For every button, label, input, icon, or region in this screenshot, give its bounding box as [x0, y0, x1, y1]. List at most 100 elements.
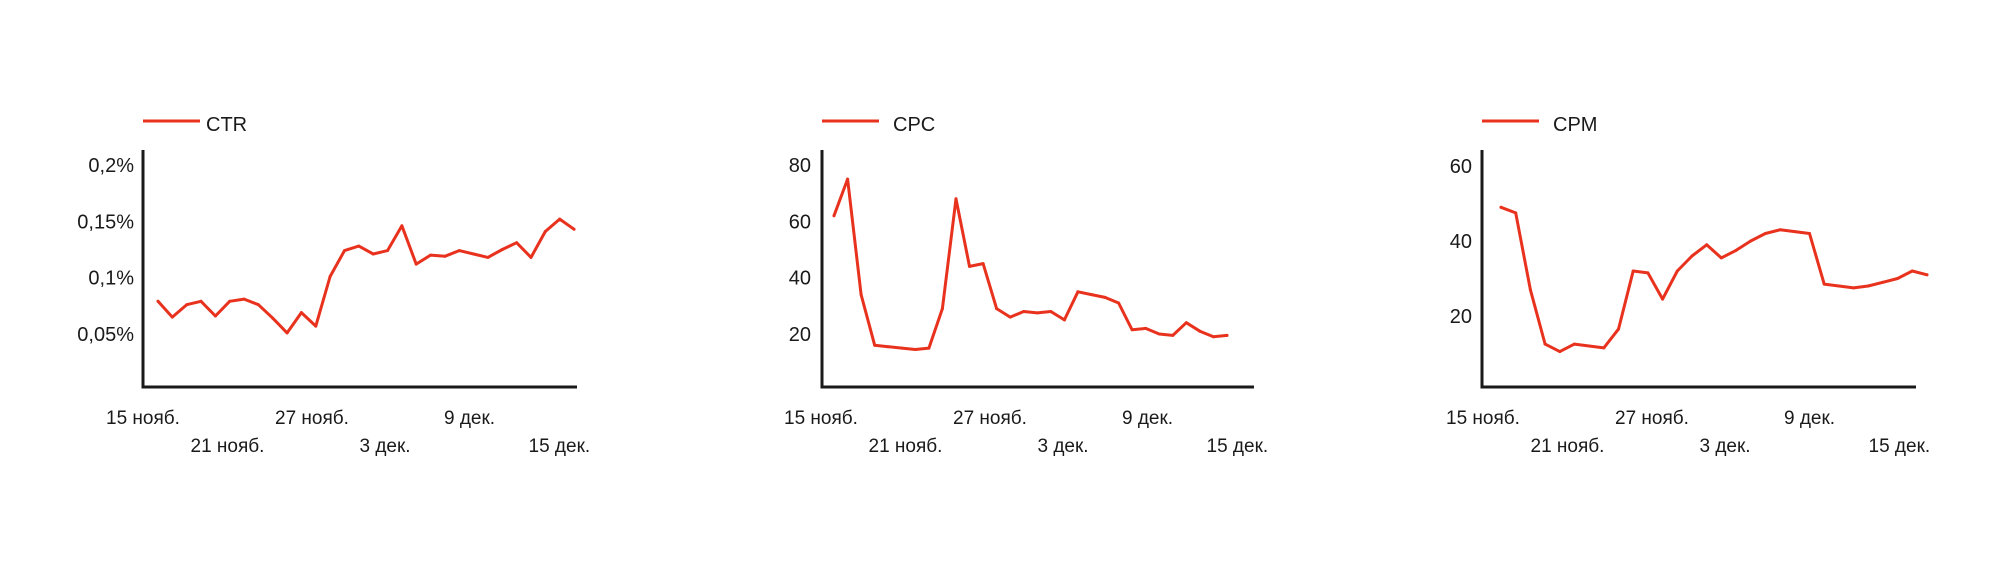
- chart-panel-cpc: CPC 20 40 60 80 15 нояб. 21 нояб. 27 нояб. 3 д…: [784, 114, 1268, 457]
- y-tick-label: 80: [789, 155, 811, 177]
- data-point: [1896, 277, 1900, 280]
- x-tick-label: 3 дек.: [1700, 436, 1751, 457]
- x-tick-labels: 15 нояб. 21 нояб. 27 нояб. 3 дек. 9 дек. 15 д…: [106, 408, 590, 457]
- data-point: [1646, 271, 1650, 275]
- data-point: [228, 299, 232, 303]
- data-point: [1090, 293, 1093, 297]
- x-tick-label: 9 дек.: [1784, 408, 1835, 429]
- data-point: [256, 303, 260, 307]
- x-tick-label: 3 дек.: [1038, 436, 1089, 457]
- y-tick-label: 0,2%: [88, 155, 134, 177]
- y-tick-label: 0,15%: [77, 211, 134, 233]
- data-point: [185, 303, 189, 307]
- data-point: [1852, 286, 1856, 290]
- data-point: [299, 311, 303, 315]
- data-point: [213, 314, 217, 318]
- legend-label: CPC: [893, 114, 935, 136]
- data-point: [328, 275, 332, 278]
- data-point: [1049, 310, 1053, 313]
- chart-panel-cpm: CPM 20 40 60 15 нояб. 21 нояб. 27 нояб. 3 дек…: [1446, 114, 1930, 457]
- x-tick-label: 21 нояб.: [869, 436, 943, 457]
- data-point: [873, 343, 877, 347]
- data-point: [1022, 310, 1026, 313]
- chart-panel-ctr: CTR 0,05% 0,1% 0,15% 0,2% 15 нояб. 21 нояб. 2…: [77, 114, 590, 457]
- data-point: [1076, 290, 1080, 294]
- y-tick-label: 60: [789, 211, 811, 233]
- y-tick-labels: 20 40 60: [1450, 156, 1472, 328]
- data-point: [995, 307, 999, 311]
- data-point: [1117, 301, 1121, 305]
- data-point: [913, 348, 917, 351]
- data-point: [543, 230, 547, 233]
- data-point: [1910, 269, 1914, 273]
- x-tick-label: 21 нояб.: [1531, 436, 1605, 457]
- x-tick-labels: 15 нояб. 21 нояб. 27 нояб. 3 дек. 9 дек. 15 д…: [784, 408, 1268, 457]
- data-point: [357, 244, 361, 248]
- data-point: [1499, 205, 1503, 209]
- data-point: [1587, 344, 1591, 348]
- data-point: [886, 345, 890, 349]
- data-point: [558, 217, 562, 221]
- data-point: [443, 254, 447, 258]
- data-point: [1881, 280, 1885, 284]
- data-point: [1925, 273, 1929, 277]
- data-point: [1528, 288, 1532, 292]
- data-point: [1008, 315, 1012, 319]
- x-tick-label: 21 нояб.: [191, 436, 265, 457]
- data-point: [199, 299, 203, 303]
- data-point: [1778, 228, 1782, 232]
- data-point: [1734, 248, 1738, 252]
- data-point: [900, 346, 904, 350]
- data-point: [371, 252, 375, 256]
- data-point: [400, 224, 404, 228]
- data-point: [271, 316, 275, 320]
- data-point: [414, 262, 418, 266]
- data-point: [859, 293, 863, 297]
- data-point: [981, 262, 985, 266]
- y-tick-label: 20: [1450, 306, 1472, 328]
- data-point: [1719, 256, 1723, 260]
- data-point: [927, 346, 931, 350]
- data-point: [529, 255, 533, 259]
- data-point: [1793, 230, 1797, 234]
- x-tick-label: 9 дек.: [1122, 408, 1173, 429]
- data-point: [156, 299, 160, 303]
- data-point: [429, 253, 433, 257]
- data-point: [1822, 282, 1826, 286]
- y-tick-label: 0,05%: [77, 324, 134, 346]
- data-point: [572, 227, 576, 231]
- data-point: [242, 297, 246, 301]
- data-point: [1866, 284, 1870, 288]
- data-point: [170, 315, 174, 319]
- x-tick-labels: 15 нояб. 21 нояб. 27 нояб. 3 дек. 9 дек. 15 д…: [1446, 408, 1930, 457]
- x-tick-label: 27 нояб.: [953, 408, 1027, 429]
- x-tick-label: 15 дек.: [1869, 436, 1931, 457]
- x-tick-label: 15 нояб.: [106, 408, 180, 429]
- y-tick-label: 20: [789, 324, 811, 346]
- data-point: [472, 252, 476, 256]
- data-point: [1211, 335, 1215, 339]
- legend-label: CPM: [1553, 114, 1597, 136]
- data-point: [285, 331, 289, 335]
- series-cpc: [832, 177, 1229, 351]
- y-tick-label: 40: [789, 268, 811, 290]
- series-line: [832, 177, 1229, 351]
- data-point: [954, 197, 958, 201]
- data-point: [1602, 346, 1606, 350]
- data-point: [1705, 243, 1709, 247]
- series-ctr: [156, 217, 576, 335]
- data-point: [1572, 342, 1576, 346]
- x-tick-label: 3 дек.: [360, 436, 411, 457]
- data-point: [1062, 318, 1066, 322]
- x-tick-label: 15 нояб.: [784, 408, 858, 429]
- x-tick-label: 27 нояб.: [275, 408, 349, 429]
- x-tick-label: 15 дек.: [1207, 436, 1269, 457]
- x-tick-label: 27 нояб.: [1615, 408, 1689, 429]
- data-point: [1171, 333, 1175, 337]
- data-point: [1198, 329, 1202, 333]
- y-tick-label: 60: [1450, 156, 1472, 178]
- data-point: [1808, 232, 1811, 235]
- data-point: [1690, 254, 1694, 258]
- y-tick-labels: 0,05% 0,1% 0,15% 0,2%: [77, 155, 134, 346]
